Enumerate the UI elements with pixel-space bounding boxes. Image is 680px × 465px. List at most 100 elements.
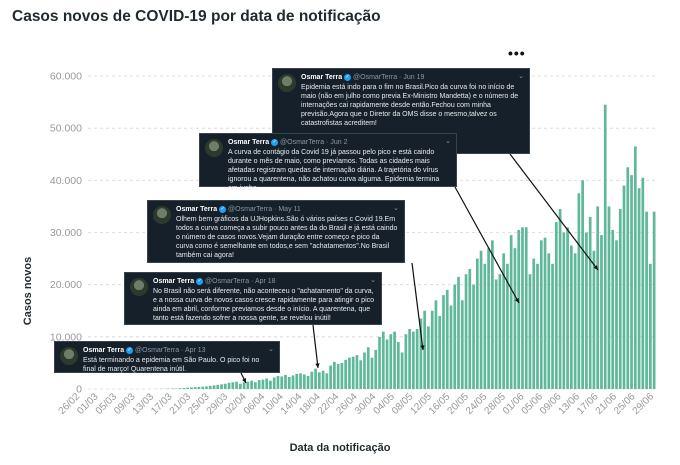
bar bbox=[344, 359, 348, 389]
bar bbox=[412, 331, 415, 389]
y-tick-label: 0 bbox=[76, 384, 82, 396]
bar bbox=[551, 263, 554, 389]
bar bbox=[175, 388, 178, 389]
bar bbox=[223, 383, 227, 389]
bar bbox=[408, 329, 411, 389]
bar bbox=[427, 326, 430, 389]
bar bbox=[577, 193, 581, 390]
bar bbox=[637, 188, 641, 389]
bar bbox=[212, 385, 216, 389]
bar bbox=[592, 250, 596, 389]
tweet-date: Jun 2 bbox=[330, 139, 348, 146]
bar bbox=[329, 365, 332, 389]
bar bbox=[468, 269, 472, 389]
bar bbox=[547, 253, 551, 389]
bar bbox=[554, 222, 558, 389]
verified-icon: ✓ bbox=[271, 138, 279, 146]
bar bbox=[494, 279, 498, 389]
bar bbox=[573, 253, 577, 389]
bar bbox=[558, 209, 562, 389]
tweet-handle: @OsmarTerra bbox=[205, 278, 250, 285]
bar bbox=[645, 211, 648, 389]
bar bbox=[287, 377, 291, 389]
bar bbox=[216, 384, 220, 389]
y-tick-label: 40.000 bbox=[50, 175, 82, 187]
bar bbox=[445, 289, 449, 389]
bar bbox=[618, 209, 622, 389]
bar bbox=[475, 258, 479, 389]
avatar bbox=[130, 278, 148, 296]
bar bbox=[276, 375, 280, 389]
bar bbox=[611, 229, 615, 389]
bar bbox=[280, 376, 284, 389]
bar bbox=[378, 336, 381, 389]
bar bbox=[464, 274, 468, 389]
bar bbox=[415, 329, 419, 389]
y-tick-label: 20.000 bbox=[50, 279, 82, 291]
y-axis-ticks: 0 10.000 20.000 30.000 40.000 50.000 60.000 bbox=[50, 71, 82, 396]
more-options-icon[interactable]: ••• bbox=[508, 45, 526, 61]
bar bbox=[235, 381, 238, 389]
x-axis-ticks: 26/0201/0305/0309/0313/0317/0321/0325/03… bbox=[57, 391, 657, 417]
bar bbox=[502, 253, 506, 389]
bar bbox=[487, 248, 490, 389]
bar bbox=[585, 232, 588, 389]
arrow-head bbox=[420, 345, 425, 350]
bar bbox=[254, 382, 257, 389]
bar bbox=[193, 387, 197, 389]
bar bbox=[498, 274, 502, 389]
tweet-date: Apr 18 bbox=[254, 278, 276, 285]
avatar bbox=[60, 347, 78, 365]
bar bbox=[178, 388, 182, 389]
tweet-may-11: Osmar Terra ✓ @OsmarTerra · May 11 ⌄ Olh… bbox=[147, 200, 405, 263]
tweet-text: No Brasil não será diferente, não aconte… bbox=[153, 288, 375, 322]
tweet-text: Está terminando a epidemia em São Paulo.… bbox=[83, 357, 260, 373]
bar bbox=[528, 274, 532, 389]
bar bbox=[250, 380, 253, 389]
bar bbox=[306, 375, 310, 389]
chart-title: Casos novos de COVID-19 por data de noti… bbox=[12, 8, 381, 25]
bar bbox=[536, 263, 539, 389]
bar bbox=[453, 284, 457, 389]
bar bbox=[622, 185, 626, 389]
bar bbox=[348, 357, 351, 389]
bar bbox=[186, 387, 190, 389]
bar bbox=[596, 206, 600, 389]
bar bbox=[201, 386, 205, 389]
bar bbox=[351, 356, 355, 389]
verified-icon: ✓ bbox=[196, 277, 204, 285]
bar bbox=[257, 380, 261, 389]
tweet-date: Jun 19 bbox=[403, 74, 425, 81]
bar bbox=[291, 375, 295, 389]
bar bbox=[208, 385, 212, 389]
bar bbox=[423, 310, 427, 389]
bar bbox=[600, 235, 603, 389]
tweet-author: Osmar Terra bbox=[176, 206, 218, 213]
y-tick-label: 10.000 bbox=[50, 331, 82, 343]
bar bbox=[205, 386, 208, 389]
bar bbox=[649, 263, 652, 389]
bar bbox=[261, 379, 265, 389]
bar bbox=[491, 240, 494, 389]
bar bbox=[389, 334, 393, 389]
tweet-apr-13: Osmar Terra ✓ @OsmarTerra · Apr 13 ⌄ Est… bbox=[54, 341, 280, 373]
bar bbox=[396, 342, 400, 389]
chevron-down-icon: ⌄ bbox=[268, 346, 274, 353]
bar bbox=[242, 382, 246, 389]
bar bbox=[419, 318, 423, 389]
bar bbox=[524, 227, 528, 389]
tweet-handle: @OsmarTerra bbox=[135, 347, 180, 354]
bar bbox=[562, 232, 566, 389]
annotation-arrows bbox=[240, 153, 599, 384]
bar bbox=[566, 227, 569, 389]
bar bbox=[355, 355, 359, 389]
avatar bbox=[278, 74, 296, 92]
bar bbox=[509, 235, 513, 389]
y-axis-label: Casos novos bbox=[22, 256, 34, 326]
tweet-date: May 11 bbox=[278, 206, 301, 213]
bar bbox=[434, 300, 438, 389]
bar bbox=[521, 227, 524, 389]
bar bbox=[246, 381, 250, 389]
bar bbox=[333, 361, 336, 389]
arrow-head bbox=[593, 265, 598, 270]
